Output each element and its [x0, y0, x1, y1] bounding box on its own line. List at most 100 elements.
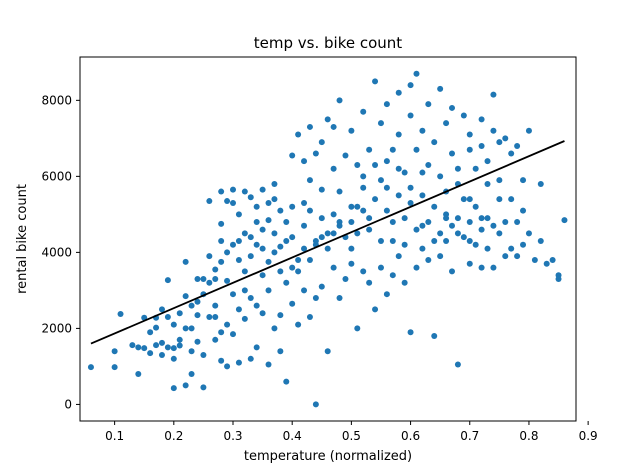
data-point-134 — [360, 184, 367, 191]
data-point-255 — [247, 234, 254, 241]
data-point-214 — [496, 177, 503, 184]
data-point-166 — [413, 146, 420, 153]
data-point-6 — [141, 345, 148, 352]
data-point-288 — [182, 325, 189, 332]
data-point-253 — [271, 230, 278, 237]
data-point-188 — [449, 104, 455, 111]
data-point-276 — [330, 211, 337, 218]
data-point-67 — [253, 203, 260, 210]
plot-background — [80, 57, 576, 421]
data-point-64 — [247, 194, 254, 201]
x-tick-label: 0.3 — [223, 429, 242, 443]
data-point-125 — [348, 218, 355, 225]
data-point-216 — [502, 218, 509, 225]
data-point-45 — [224, 321, 231, 328]
data-point-203 — [478, 264, 485, 271]
x-axis-ticks: 0.1 0.2 0.3 0.4 0.5 0.6 0.7 0.8 0.9 — [105, 421, 598, 443]
x-tick-label: 0.1 — [105, 429, 124, 443]
data-point-124 — [342, 152, 349, 159]
data-point-237 — [389, 237, 396, 244]
data-point-184 — [443, 120, 450, 127]
data-point-85 — [283, 279, 290, 286]
data-point-73 — [265, 361, 272, 368]
data-point-119 — [336, 294, 343, 301]
data-point-218 — [502, 135, 509, 142]
data-point-52 — [230, 186, 236, 193]
data-point-110 — [318, 139, 325, 146]
data-point-40 — [218, 329, 225, 336]
data-point-0 — [87, 364, 94, 371]
data-point-173 — [425, 161, 432, 168]
data-point-223 — [514, 142, 521, 149]
data-point-35 — [206, 253, 213, 260]
data-point-95 — [301, 245, 308, 252]
data-point-131 — [354, 161, 361, 168]
data-point-186 — [449, 268, 455, 275]
data-point-227 — [525, 127, 532, 134]
y-tick-label: 8000 — [41, 93, 72, 107]
data-point-185 — [449, 222, 455, 229]
data-point-79 — [271, 196, 278, 203]
data-point-171 — [425, 218, 432, 225]
data-point-56 — [235, 211, 242, 218]
data-point-19 — [176, 342, 183, 349]
data-point-98 — [301, 158, 308, 165]
data-point-16 — [170, 345, 177, 352]
data-point-48 — [224, 198, 231, 205]
data-point-201 — [472, 165, 479, 172]
data-point-137 — [366, 279, 373, 286]
data-point-121 — [336, 97, 343, 104]
data-point-152 — [389, 146, 396, 153]
data-point-62 — [247, 355, 254, 362]
data-point-43 — [218, 258, 225, 265]
data-point-141 — [372, 161, 379, 168]
data-point-101 — [306, 177, 313, 184]
data-point-282 — [253, 218, 260, 225]
data-point-87 — [283, 218, 290, 225]
data-point-69 — [259, 272, 266, 279]
data-point-220 — [508, 150, 515, 157]
y-axis-label: rental bike count — [15, 184, 30, 294]
data-point-27 — [194, 338, 201, 345]
data-point-167 — [413, 70, 420, 77]
data-point-107 — [318, 234, 325, 241]
data-point-44 — [218, 188, 225, 195]
data-point-177 — [431, 139, 438, 146]
data-point-29 — [194, 275, 201, 282]
y-tick-label: 6000 — [41, 169, 72, 183]
data-point-277 — [318, 215, 325, 222]
data-point-4 — [129, 342, 136, 349]
data-point-269 — [484, 180, 491, 187]
x-tick-label: 0.2 — [164, 429, 183, 443]
y-axis-ticks: 0 2000 4000 6000 8000 — [41, 93, 80, 411]
data-point-54 — [235, 359, 242, 366]
data-point-210 — [490, 264, 497, 271]
data-point-156 — [395, 89, 402, 96]
data-point-160 — [407, 199, 414, 206]
data-point-111 — [324, 245, 331, 252]
data-point-280 — [277, 207, 284, 214]
data-point-10 — [153, 324, 160, 331]
data-point-202 — [478, 226, 485, 233]
data-point-100 — [306, 314, 313, 320]
data-point-170 — [419, 127, 426, 134]
data-point-271 — [508, 196, 515, 203]
data-point-222 — [514, 253, 521, 260]
data-point-58 — [241, 315, 248, 322]
data-point-183 — [443, 237, 450, 244]
data-point-102 — [306, 123, 313, 130]
data-point-61 — [247, 294, 254, 301]
data-point-172 — [425, 256, 432, 263]
data-point-268 — [466, 196, 473, 203]
x-tick-label: 0.4 — [283, 429, 302, 443]
data-point-26 — [188, 371, 195, 378]
data-point-146 — [383, 184, 390, 191]
data-point-245 — [348, 245, 355, 252]
data-point-168 — [419, 192, 426, 199]
data-point-219 — [508, 245, 515, 252]
data-point-265 — [395, 165, 402, 172]
data-point-86 — [283, 378, 290, 385]
data-point-263 — [407, 184, 414, 191]
data-point-23 — [182, 258, 189, 265]
data-point-142 — [372, 78, 379, 85]
